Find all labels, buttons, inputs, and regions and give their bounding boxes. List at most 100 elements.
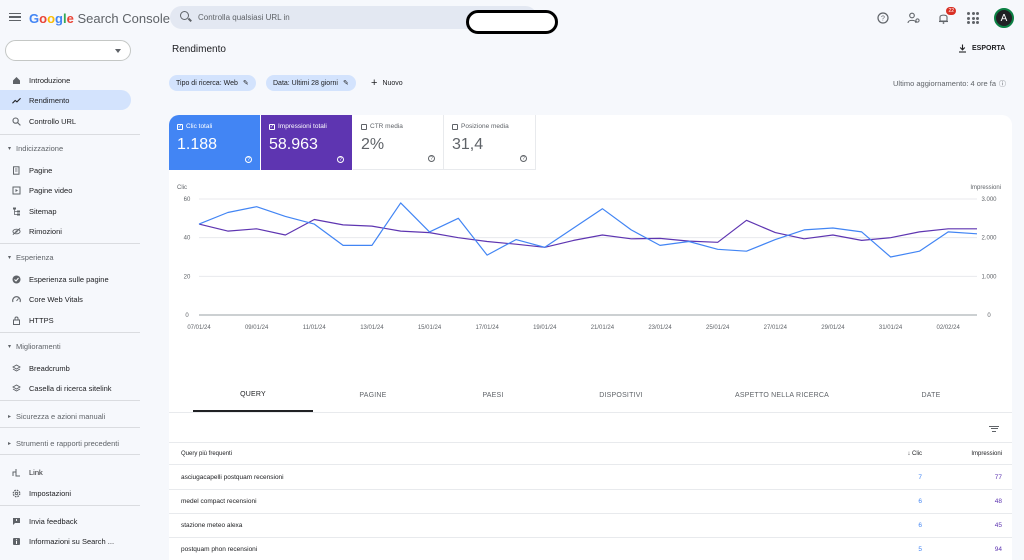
x-tick-label: 13/01/24 (360, 325, 384, 331)
section-title: Indicizzazione (16, 143, 64, 153)
cell-impressions: 94 (994, 546, 1002, 553)
help-icon[interactable]: ? (337, 156, 344, 163)
metric-total-impressions[interactable]: ✓ Impressioni totali 58.963 ? (261, 115, 352, 170)
sidebar-item-invia-feedback[interactable]: Invia feedback (0, 511, 131, 531)
new-filter-button[interactable]: + Nuovo (371, 77, 403, 89)
export-button[interactable]: ESPORTA (958, 44, 1005, 53)
cell-clicks: 7 (918, 474, 922, 481)
divider (0, 454, 140, 455)
section-miglioramenti[interactable]: ▾ Miglioramenti (0, 338, 131, 354)
tab-date[interactable]: DATE (921, 391, 941, 399)
divider (0, 505, 140, 506)
link-icon (12, 468, 21, 477)
metric-value: 2% (361, 136, 385, 153)
sidebar-item-label: Rimozioni (29, 226, 62, 236)
sidebar-item-label: Impostazioni (29, 488, 72, 498)
url-inspection-search[interactable]: Controlla qualsiasi URL in (170, 6, 558, 34)
metric-total-clicks[interactable]: ✓ Clic totali 1.188 ? (169, 115, 260, 170)
search-placeholder: Controlla qualsiasi URL in (198, 13, 290, 22)
sidebar-item-impostazioni[interactable]: Impostazioni (0, 483, 131, 503)
page-title: Rendimento (172, 44, 226, 55)
help-icon[interactable]: ⓘ (999, 81, 1006, 88)
checkbox-checked-icon: ✓ (269, 123, 275, 130)
top-bar: Google Search Console Controlla qualsias… (0, 0, 1024, 36)
tab-aspetto-ricerca[interactable]: ASPETTO NELLA RICERCA (735, 391, 829, 399)
queries-table-card: QUERY PAGINE PAESI DISPOSITIVI ASPETTO N… (169, 378, 1012, 560)
column-header-impressions[interactable]: Impressioni (971, 451, 1002, 457)
sidebar-item-label: Controllo URL (29, 116, 77, 126)
sidebar-item-controllo-url[interactable]: Controllo URL (0, 111, 131, 131)
performance-chart-card: ✓ Clic totali 1.188 ? ✓ Impressioni totali… (169, 115, 1012, 406)
sidebar-item-esperienza-pagine[interactable]: Esperienza sulle pagine (0, 269, 131, 289)
metric-average-position[interactable]: Posizione media 31,4 ? (444, 115, 536, 170)
sidebar: Introduzione Rendimento Controllo URL ▾ I… (0, 36, 140, 560)
filter-chip-date[interactable]: Data: Ultimi 28 giorni ✎ (266, 75, 356, 91)
column-header-query: Query più frequenti (181, 451, 233, 457)
help-icon[interactable]: ? (874, 9, 892, 27)
x-tick-label: 21/01/24 (591, 325, 615, 331)
property-selector[interactable] (5, 40, 131, 61)
sidebar-item-label: Pagine (29, 165, 53, 175)
removals-icon (12, 227, 21, 236)
series-line-impressioni (198, 218, 977, 248)
table-row[interactable]: asciugacapelli postquam recensioni 7 77 (169, 466, 1012, 490)
help-icon[interactable]: ? (245, 156, 252, 163)
cell-clicks: 5 (918, 546, 922, 553)
chevron-down-icon (115, 49, 121, 53)
account-avatar[interactable]: A (994, 8, 1014, 28)
lock-icon (12, 316, 21, 325)
sidebar-item-introduzione[interactable]: Introduzione (0, 70, 131, 90)
section-indicizzazione[interactable]: ▾ Indicizzazione (0, 140, 131, 156)
help-icon[interactable]: ? (428, 155, 435, 162)
sidebar-item-link[interactable]: Link (0, 462, 131, 482)
metric-label: Impressioni totali (278, 123, 327, 130)
x-tick-label: 19/01/24 (533, 325, 557, 331)
search-icon (12, 116, 21, 126)
tab-query[interactable]: QUERY (193, 378, 313, 412)
column-header-clicks[interactable]: ↓ Clic (907, 451, 922, 457)
section-esperienza[interactable]: ▾ Esperienza (0, 249, 131, 265)
divider (0, 427, 140, 428)
info-icon (12, 537, 21, 546)
tab-paesi[interactable]: PAESI (482, 391, 504, 399)
sidebar-item-rendimento[interactable]: Rendimento (0, 90, 131, 110)
help-icon[interactable]: ? (520, 155, 527, 162)
user-settings-icon[interactable] (904, 9, 922, 27)
sidebar-item-label: Rendimento (29, 95, 70, 105)
tab-dispositivi[interactable]: DISPOSITIVI (599, 391, 643, 399)
table-row[interactable]: medel compact recensioni 6 48 (169, 490, 1012, 514)
sidebar-item-https[interactable]: HTTPS (0, 310, 131, 330)
metric-label: Posizione media (461, 123, 509, 130)
divider (0, 400, 140, 401)
metric-value: 1.188 (177, 136, 218, 153)
filter-rows-icon[interactable] (989, 424, 999, 434)
caret-right-icon: ▸ (8, 440, 12, 447)
table-row[interactable]: postquam phon recensioni 5 94 (169, 538, 1012, 560)
sidebar-item-core-web-vitals[interactable]: Core Web Vitals (0, 289, 131, 309)
dimension-tabs: QUERY PAGINE PAESI DISPOSITIVI ASPETTO N… (169, 378, 1012, 412)
plus-icon: + (371, 77, 378, 89)
last-updated-text: Ultimo aggiornamento: 4 ore fa (893, 79, 996, 88)
sidebar-item-informazioni[interactable]: Informazioni su Search ... (0, 531, 131, 551)
cell-impressions: 77 (994, 474, 1002, 481)
sidebar-item-pagine[interactable]: Pagine (0, 160, 131, 180)
table-header: Query più frequenti ↓ Clic Impressioni (169, 442, 1012, 465)
hamburger-menu-icon[interactable] (8, 10, 22, 24)
sidebar-item-breadcrumb[interactable]: Breadcrumb (0, 358, 131, 378)
filter-chip-search-type[interactable]: Tipo di ricerca: Web ✎ (169, 75, 256, 91)
metric-average-ctr[interactable]: CTR media 2% ? (353, 115, 444, 170)
section-sicurezza[interactable]: ▸ Sicurezza e azioni manuali (0, 408, 131, 424)
sidebar-item-rimozioni[interactable]: Rimozioni (0, 221, 131, 241)
apps-grid-icon[interactable] (964, 9, 982, 27)
section-strumenti[interactable]: ▸ Strumenti e rapporti precedenti (0, 435, 131, 451)
x-tick-label: 15/01/24 (418, 325, 442, 331)
table-row[interactable]: stazione meteo alexa 6 45 (169, 514, 1012, 538)
sidebar-item-label: Casella di ricerca sitelink (29, 383, 112, 393)
tab-pagine[interactable]: PAGINE (359, 391, 387, 399)
app-logo[interactable]: Google Search Console (29, 11, 170, 26)
notification-count-badge: 22 (946, 7, 956, 15)
sidebar-item-sitelink-searchbox[interactable]: Casella di ricerca sitelink (0, 378, 131, 398)
sidebar-item-pagine-video[interactable]: Pagine video (0, 180, 131, 200)
notifications-icon[interactable]: 22 (934, 7, 956, 27)
sidebar-item-sitemap[interactable]: Sitemap (0, 201, 131, 221)
